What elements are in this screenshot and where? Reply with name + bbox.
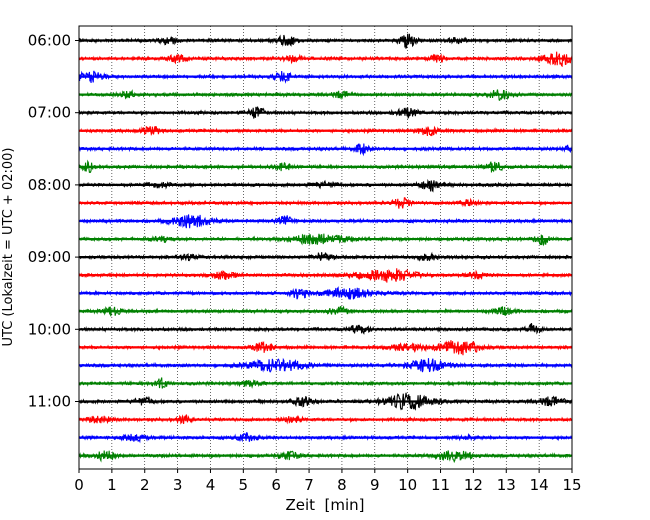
x-tick-label: 12 (464, 476, 483, 494)
x-tick-label: 1 (107, 476, 117, 494)
x-tick-label: 5 (239, 476, 249, 494)
y-tick-label: 11:00 (28, 393, 71, 411)
y-axis-label: UTC (Lokalzeit = UTC + 02:00) (1, 148, 16, 347)
x-tick-label: 10 (398, 476, 417, 494)
x-tick-label: 15 (562, 476, 581, 494)
y-tick-label: 06:00 (28, 32, 71, 50)
y-tick-label: 10:00 (28, 320, 71, 338)
x-tick-label: 14 (530, 476, 549, 494)
x-tick-label: 3 (173, 476, 183, 494)
y-tick-label: 09:00 (28, 248, 71, 266)
x-tick-label: 8 (337, 476, 347, 494)
y-tick-label: 08:00 (28, 176, 71, 194)
x-tick-label: 9 (370, 476, 380, 494)
x-tick-label: 13 (497, 476, 516, 494)
x-tick-label: 0 (74, 476, 84, 494)
x-tick-label: 6 (271, 476, 281, 494)
vertical-grid (111, 26, 540, 469)
traces (78, 33, 573, 464)
x-tick-label: 7 (304, 476, 314, 494)
x-tick-label: 11 (431, 476, 450, 494)
x-tick-label: 2 (140, 476, 150, 494)
y-axis-ticks: 06:00 07:00 08:00 09:00 10:00 11:00 (28, 32, 79, 411)
x-axis-ticks: 0 1 2 3 4 5 6 7 8 9 10 11 12 13 14 15 (74, 469, 582, 494)
plot-background (79, 26, 572, 469)
plot-frame (78, 25, 573, 470)
x-tick-label: 4 (206, 476, 216, 494)
y-tick-label: 07:00 (28, 104, 71, 122)
x-axis-label: Zeit [min] (285, 496, 364, 514)
